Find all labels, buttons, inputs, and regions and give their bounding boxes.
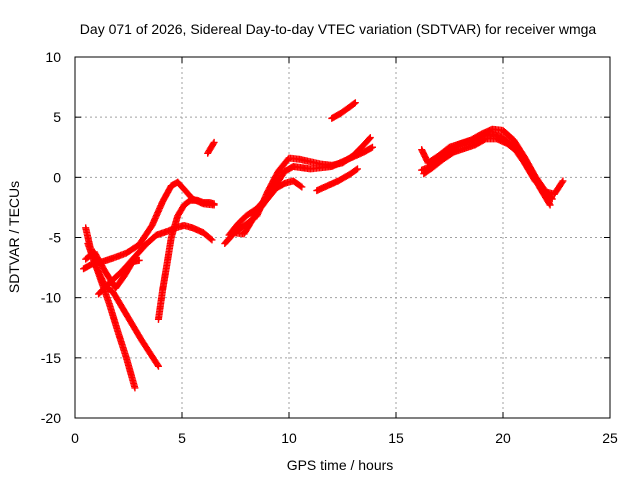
data-point <box>135 256 143 264</box>
y-tick-label: -10 <box>41 290 61 306</box>
data-point <box>353 165 361 173</box>
data-point <box>154 361 162 369</box>
x-axis-label: GPS time / hours <box>287 457 394 473</box>
data-point <box>368 143 376 151</box>
data-point <box>207 235 215 243</box>
x-tick-label: 25 <box>602 430 618 446</box>
data-point <box>365 135 373 143</box>
x-tick-label: 0 <box>71 430 79 446</box>
data-point <box>209 140 217 148</box>
data-point <box>559 177 567 185</box>
data-point <box>210 138 218 146</box>
data-layer <box>80 99 567 392</box>
chart-title: Day 071 of 2026, Sidereal Day-to-day VTE… <box>80 21 597 37</box>
y-tick-label: -5 <box>49 230 62 246</box>
y-tick-label: 0 <box>53 169 61 185</box>
y-tick-label: 5 <box>53 109 61 125</box>
x-tick-label: 20 <box>495 430 511 446</box>
y-tick-label: 10 <box>45 49 61 65</box>
data-point <box>131 384 139 392</box>
series-arc-l <box>328 99 359 122</box>
data-point <box>298 183 306 191</box>
data-point <box>210 200 218 208</box>
x-tick-label: 15 <box>388 430 404 446</box>
data-point <box>545 200 553 208</box>
data-point <box>546 201 554 209</box>
series-arc-g <box>204 138 218 157</box>
x-tick-label: 10 <box>281 430 297 446</box>
data-point <box>352 166 360 174</box>
data-point <box>297 182 305 190</box>
y-axis-label: SDTVAR / TECUs <box>6 181 22 293</box>
y-tick-label: -20 <box>41 410 61 426</box>
data-point <box>366 134 374 142</box>
y-tick-label: -15 <box>41 350 61 366</box>
x-tick-label: 5 <box>178 430 186 446</box>
data-point <box>208 236 216 244</box>
series-arc-j <box>229 177 306 238</box>
series-arc-o <box>420 135 554 209</box>
data-point <box>558 178 566 186</box>
grid-layer <box>75 57 610 418</box>
series-arc-f <box>154 196 218 323</box>
data-point <box>154 362 162 370</box>
series-arc-k <box>313 165 361 195</box>
data-point <box>548 195 556 203</box>
data-point <box>351 99 359 107</box>
data-point <box>350 100 358 108</box>
plot-frame <box>74 56 611 419</box>
